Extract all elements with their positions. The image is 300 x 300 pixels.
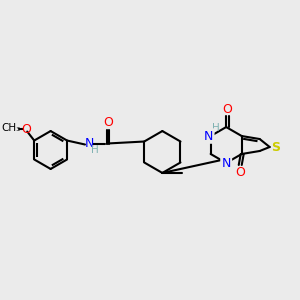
- Text: S: S: [271, 140, 280, 154]
- Text: H: H: [91, 146, 99, 155]
- Text: N: N: [221, 158, 231, 170]
- Text: O: O: [222, 103, 232, 116]
- Text: H: H: [212, 123, 220, 133]
- Text: N: N: [204, 130, 213, 142]
- Text: CH₃: CH₃: [2, 123, 21, 133]
- Text: O: O: [103, 116, 113, 129]
- Text: N: N: [221, 158, 231, 170]
- Text: N: N: [204, 130, 213, 142]
- Text: O: O: [235, 167, 245, 179]
- Text: O: O: [21, 123, 31, 136]
- Text: N: N: [84, 137, 94, 150]
